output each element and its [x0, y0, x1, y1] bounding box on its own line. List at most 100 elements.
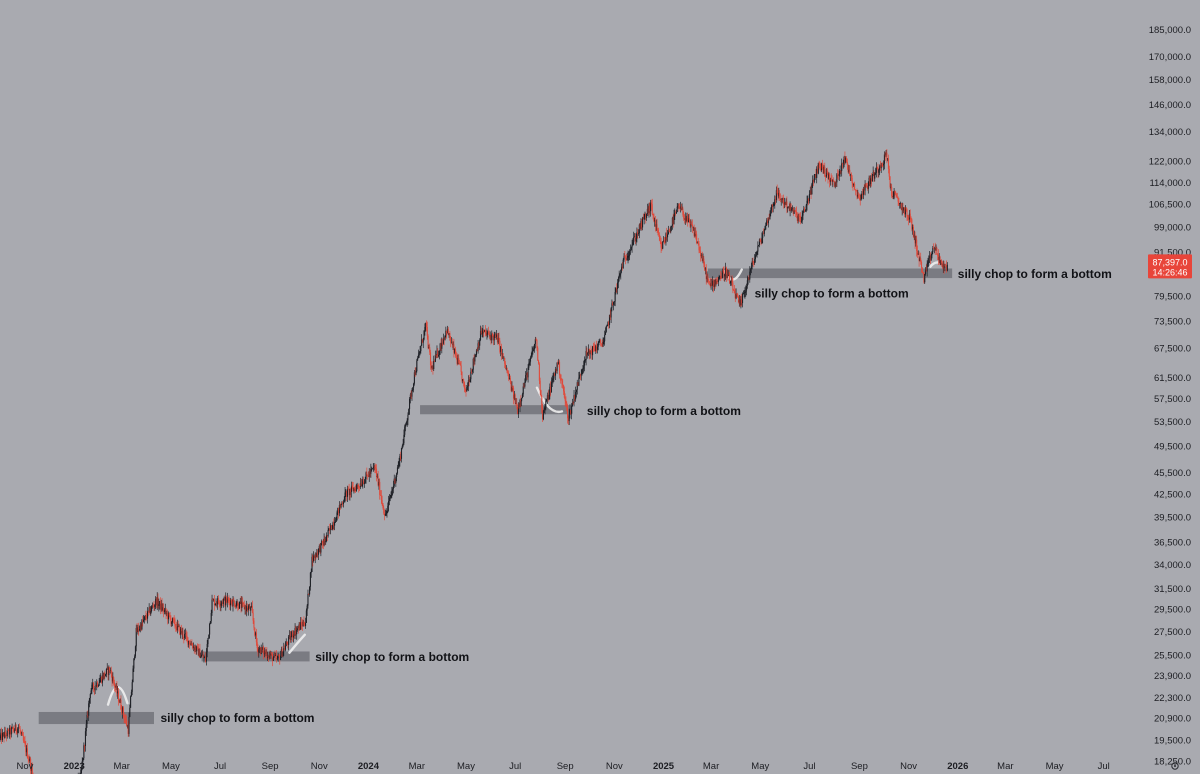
candle-body — [159, 601, 161, 610]
candle-body — [24, 741, 26, 745]
candle-body — [180, 628, 182, 634]
candle-body — [840, 170, 842, 172]
candle-body — [488, 331, 490, 334]
candle-body — [184, 633, 186, 635]
candle-body — [741, 293, 744, 304]
candle-body — [704, 264, 706, 270]
candle-body — [104, 672, 106, 677]
candle-body — [663, 240, 665, 242]
candle-body — [217, 598, 220, 603]
candle-body — [339, 505, 341, 508]
candle-body — [149, 607, 151, 615]
candle-body — [292, 632, 294, 638]
x-tick-label: 2024 — [358, 761, 380, 772]
candle-body — [804, 210, 806, 212]
candle-body — [430, 365, 432, 369]
candle-body — [297, 627, 299, 629]
candle-body — [669, 231, 671, 232]
candle-body — [808, 194, 810, 202]
candle-body — [558, 361, 560, 365]
candle-body — [825, 176, 827, 178]
candle-body — [481, 333, 483, 335]
candle-body — [841, 163, 843, 171]
candle-body — [211, 599, 213, 614]
candle-body — [263, 647, 265, 655]
candle-body — [858, 198, 860, 199]
y-tick-label: 170,000.0 — [1149, 52, 1191, 63]
x-tick-label: Nov — [17, 761, 34, 772]
candle-body — [920, 261, 923, 268]
candle-body — [429, 347, 431, 353]
candle-body — [766, 220, 768, 223]
candle-body — [677, 205, 679, 207]
y-tick-label: 27,500.0 — [1154, 627, 1191, 638]
candle-body — [133, 658, 135, 669]
candle-body — [733, 290, 735, 291]
candle-body — [519, 400, 521, 408]
candle-body — [417, 354, 419, 359]
candle-body — [678, 205, 680, 207]
candle-body — [260, 647, 262, 655]
candle-body — [888, 168, 890, 177]
candle-body — [548, 394, 550, 400]
current-price-label: 87,397.0 — [1152, 257, 1187, 267]
candle-body — [246, 606, 249, 611]
candle-body — [274, 654, 276, 656]
candle-body — [471, 371, 473, 373]
candle-body — [602, 342, 604, 347]
candle-body — [680, 206, 682, 210]
candle-body — [683, 214, 685, 219]
candle-body — [848, 169, 850, 172]
candle-body — [858, 194, 860, 199]
candle-body — [937, 254, 939, 256]
candle-body — [150, 611, 152, 615]
candle-body — [359, 487, 361, 488]
candle-body — [942, 263, 944, 268]
candle-body — [504, 357, 506, 364]
candle-body — [314, 554, 316, 558]
candle-body — [900, 203, 902, 210]
candle-body — [382, 503, 384, 508]
candle-body — [762, 233, 764, 238]
candle-body — [642, 217, 644, 220]
candle-body — [771, 204, 773, 207]
candle-body — [625, 259, 627, 261]
y-tick-label: 134,000.0 — [1149, 127, 1191, 138]
candle-body — [278, 655, 280, 657]
settings-icon[interactable] — [1171, 762, 1179, 770]
candle-body — [483, 330, 485, 332]
candle-body — [829, 178, 831, 182]
candle-body — [523, 386, 525, 388]
candle-body — [825, 169, 827, 177]
candle-body — [823, 167, 825, 174]
candle-body — [353, 488, 355, 491]
candle-body — [433, 361, 435, 370]
candle-body — [19, 728, 21, 732]
candle-body — [27, 758, 29, 760]
candle-body — [783, 198, 785, 205]
candle-body — [30, 767, 32, 771]
candle-body — [454, 348, 456, 353]
candle-body — [706, 276, 708, 280]
candle-body — [238, 601, 240, 609]
candle-body — [250, 607, 252, 611]
candle-body — [316, 552, 318, 557]
candle-body — [124, 719, 126, 720]
y-tick-label: 73,500.0 — [1154, 316, 1191, 327]
candle-body — [930, 255, 932, 261]
candle-body — [80, 768, 82, 774]
candle-body — [409, 394, 411, 399]
candle-body — [162, 607, 164, 611]
candle-body — [300, 622, 302, 630]
candle-body — [209, 621, 211, 624]
candle-body — [660, 241, 662, 248]
candle-body — [25, 744, 27, 753]
candle-body — [589, 350, 591, 355]
candle-body — [134, 646, 136, 657]
candle-body — [651, 204, 653, 214]
candle-body — [607, 322, 609, 325]
candle-body — [908, 213, 910, 220]
candle-body — [407, 414, 409, 421]
candle-body — [299, 624, 301, 630]
